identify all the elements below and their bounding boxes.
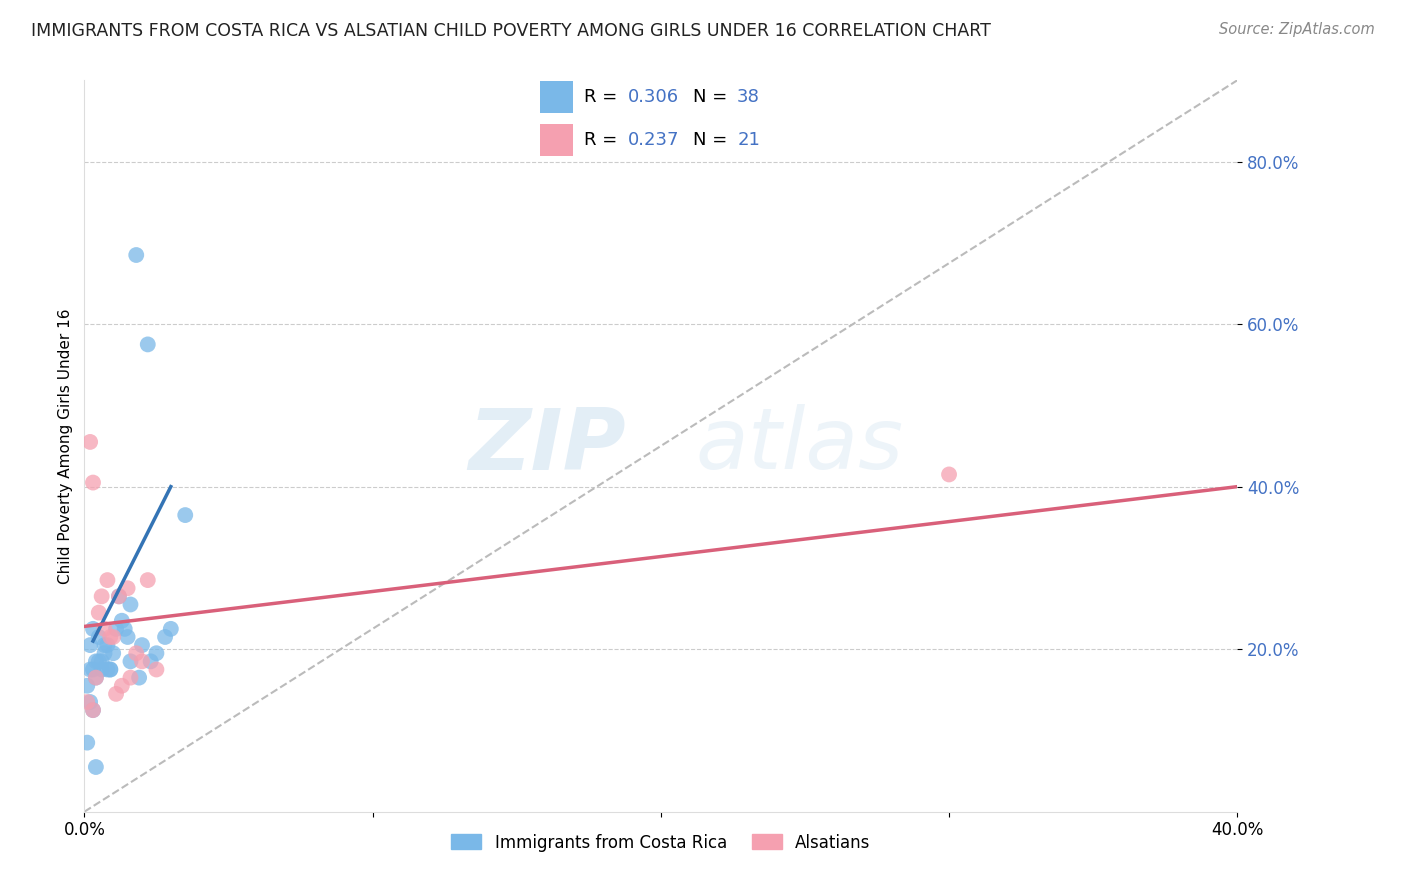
Point bbox=[79, 638, 101, 652]
Text: IMMIGRANTS FROM COSTA RICA VS ALSATIAN CHILD POVERTY AMONG GIRLS UNDER 16 CORREL: IMMIGRANTS FROM COSTA RICA VS ALSATIAN C… bbox=[31, 22, 991, 40]
Point bbox=[87, 630, 110, 644]
Point bbox=[82, 703, 104, 717]
Text: R =: R = bbox=[583, 87, 623, 105]
Point bbox=[153, 630, 176, 644]
Point bbox=[87, 654, 110, 668]
Text: 21: 21 bbox=[737, 131, 761, 149]
Text: atlas: atlas bbox=[696, 404, 904, 488]
Text: Source: ZipAtlas.com: Source: ZipAtlas.com bbox=[1219, 22, 1375, 37]
Point bbox=[84, 654, 107, 668]
Point bbox=[84, 671, 107, 685]
Point bbox=[111, 679, 134, 693]
Point bbox=[120, 598, 142, 612]
Point bbox=[96, 638, 118, 652]
Point bbox=[136, 573, 159, 587]
Point bbox=[117, 581, 139, 595]
Point bbox=[103, 630, 124, 644]
Point bbox=[84, 671, 107, 685]
Text: 38: 38 bbox=[737, 87, 761, 105]
Point bbox=[125, 646, 148, 660]
Point bbox=[93, 646, 115, 660]
Point bbox=[145, 646, 167, 660]
Point bbox=[108, 590, 131, 604]
Text: 0.237: 0.237 bbox=[627, 131, 679, 149]
Point bbox=[114, 622, 136, 636]
Point bbox=[105, 687, 128, 701]
Point bbox=[98, 663, 121, 677]
Point bbox=[120, 654, 142, 668]
Point bbox=[79, 434, 101, 449]
Point bbox=[108, 590, 131, 604]
Point bbox=[90, 590, 112, 604]
Point bbox=[160, 622, 183, 636]
Point bbox=[131, 638, 153, 652]
Text: R =: R = bbox=[583, 131, 623, 149]
Point bbox=[111, 614, 134, 628]
Point bbox=[79, 695, 101, 709]
Y-axis label: Child Poverty Among Girls Under 16: Child Poverty Among Girls Under 16 bbox=[58, 309, 73, 583]
Text: 0.306: 0.306 bbox=[627, 87, 679, 105]
Point bbox=[90, 663, 112, 677]
Point bbox=[98, 630, 121, 644]
FancyBboxPatch shape bbox=[540, 124, 572, 156]
Point bbox=[120, 671, 142, 685]
Point bbox=[131, 654, 153, 668]
Point bbox=[105, 622, 128, 636]
Point bbox=[145, 663, 167, 677]
Point bbox=[139, 654, 162, 668]
Point bbox=[79, 663, 101, 677]
Text: N =: N = bbox=[693, 87, 734, 105]
Point bbox=[93, 638, 115, 652]
Point bbox=[93, 622, 115, 636]
Point bbox=[128, 671, 150, 685]
Point bbox=[90, 654, 112, 668]
Point bbox=[136, 337, 159, 351]
Point bbox=[76, 695, 98, 709]
Point bbox=[103, 646, 124, 660]
Point bbox=[82, 475, 104, 490]
Text: N =: N = bbox=[693, 131, 734, 149]
Point bbox=[82, 703, 104, 717]
Point bbox=[938, 467, 960, 482]
Text: ZIP: ZIP bbox=[468, 404, 626, 488]
Point bbox=[117, 630, 139, 644]
Point bbox=[98, 663, 121, 677]
Legend: Immigrants from Costa Rica, Alsatians: Immigrants from Costa Rica, Alsatians bbox=[444, 827, 877, 858]
Point bbox=[96, 573, 118, 587]
FancyBboxPatch shape bbox=[540, 81, 572, 112]
Point bbox=[174, 508, 197, 522]
Point bbox=[76, 736, 98, 750]
Point bbox=[96, 663, 118, 677]
Point bbox=[82, 663, 104, 677]
Point bbox=[82, 622, 104, 636]
Point bbox=[84, 760, 107, 774]
Point bbox=[87, 606, 110, 620]
Point bbox=[125, 248, 148, 262]
Point bbox=[76, 679, 98, 693]
